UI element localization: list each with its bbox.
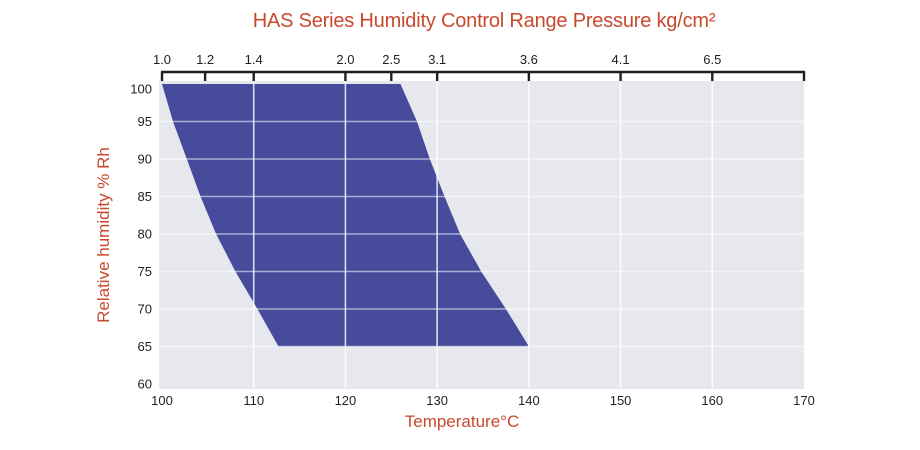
humidity-tick-label: 90 — [138, 152, 152, 167]
humidity-tick-label: 80 — [138, 227, 152, 242]
temperature-tick-label: 160 — [701, 393, 723, 408]
pressure-tick-label: 1.0 — [153, 52, 171, 67]
pressure-tick-label: 1.4 — [245, 52, 263, 67]
temperature-tick-label: 120 — [335, 393, 357, 408]
humidity-tick-label: 75 — [138, 264, 152, 279]
chart-title: HAS Series Humidity Control Range Pressu… — [252, 10, 716, 32]
temperature-tick-label: 110 — [243, 393, 264, 408]
humidity-tick-label: 85 — [138, 189, 152, 204]
temperature-tick-label: 140 — [518, 393, 540, 408]
pressure-tick-label: 2.0 — [336, 52, 354, 67]
temperature-tick-label: 100 — [151, 393, 173, 408]
pressure-tick-label: 4.1 — [612, 52, 630, 67]
pressure-tick-label: 3.6 — [520, 52, 538, 67]
humidity-tick-label: 95 — [138, 114, 152, 129]
temperature-tick-label: 130 — [426, 393, 448, 408]
humidity-tick-label: 65 — [138, 339, 152, 354]
pressure-tick-label: 2.5 — [382, 52, 400, 67]
pressure-tick-label: 1.2 — [196, 52, 214, 67]
x-axis-title: Temperature°C — [404, 412, 520, 431]
humidity-tick-label: 60 — [138, 377, 152, 392]
pressure-tick-label: 6.5 — [703, 52, 721, 67]
temperature-tick-label: 170 — [793, 393, 815, 408]
humidity-tick-label: 70 — [138, 302, 152, 317]
temperature-tick-label: 150 — [610, 393, 632, 408]
pressure-tick-label: 3.1 — [428, 52, 446, 67]
humidity-tick-label: 100 — [130, 82, 152, 97]
